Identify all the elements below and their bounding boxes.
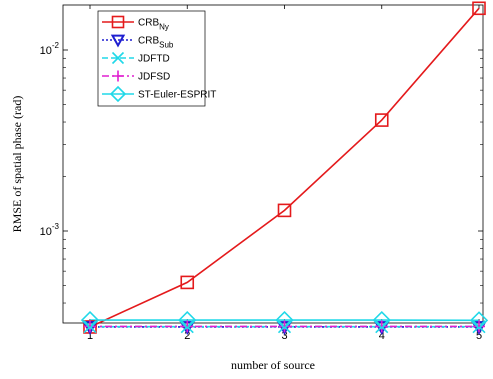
marker-diamond [178, 310, 197, 330]
x-tick-label: 1 [87, 330, 93, 342]
legend-label: ST-Euler-ESPRIT [138, 90, 216, 101]
x-tick-label: 5 [476, 330, 482, 342]
series-line-0 [89, 7, 480, 328]
marker-x [111, 51, 125, 65]
marker-triangle-down [110, 34, 126, 48]
marker-diamond [109, 85, 127, 103]
y-tick-label: 10-3 [40, 222, 60, 238]
marker-plus [278, 320, 291, 333]
marker-square [277, 203, 292, 218]
marker-plus [473, 320, 485, 333]
y-axis-label: RMSE of spatial phase (rad) [10, 96, 24, 233]
marker-diamond [372, 310, 391, 330]
series-markers [80, 1, 489, 336]
x-tick-label: 2 [184, 330, 190, 342]
legend-label: JDFTD [138, 54, 170, 65]
marker-plus [375, 320, 388, 333]
marker-square [111, 15, 125, 29]
x-tick-label: 3 [281, 330, 287, 342]
legend-label: JDFSD [138, 72, 170, 83]
marker-square [374, 113, 389, 127]
x-tick-label: 4 [379, 330, 385, 342]
marker-diamond [80, 310, 100, 330]
x-axis-label: number of source [231, 358, 315, 372]
y-tick-label: 10-2 [40, 41, 60, 57]
marker-plus [181, 320, 194, 333]
marker-diamond [469, 311, 489, 330]
marker-plus [112, 70, 124, 82]
marker-plus [84, 320, 96, 333]
marker-square [472, 1, 486, 16]
marker-diamond [275, 310, 294, 330]
marker-square [180, 275, 195, 290]
